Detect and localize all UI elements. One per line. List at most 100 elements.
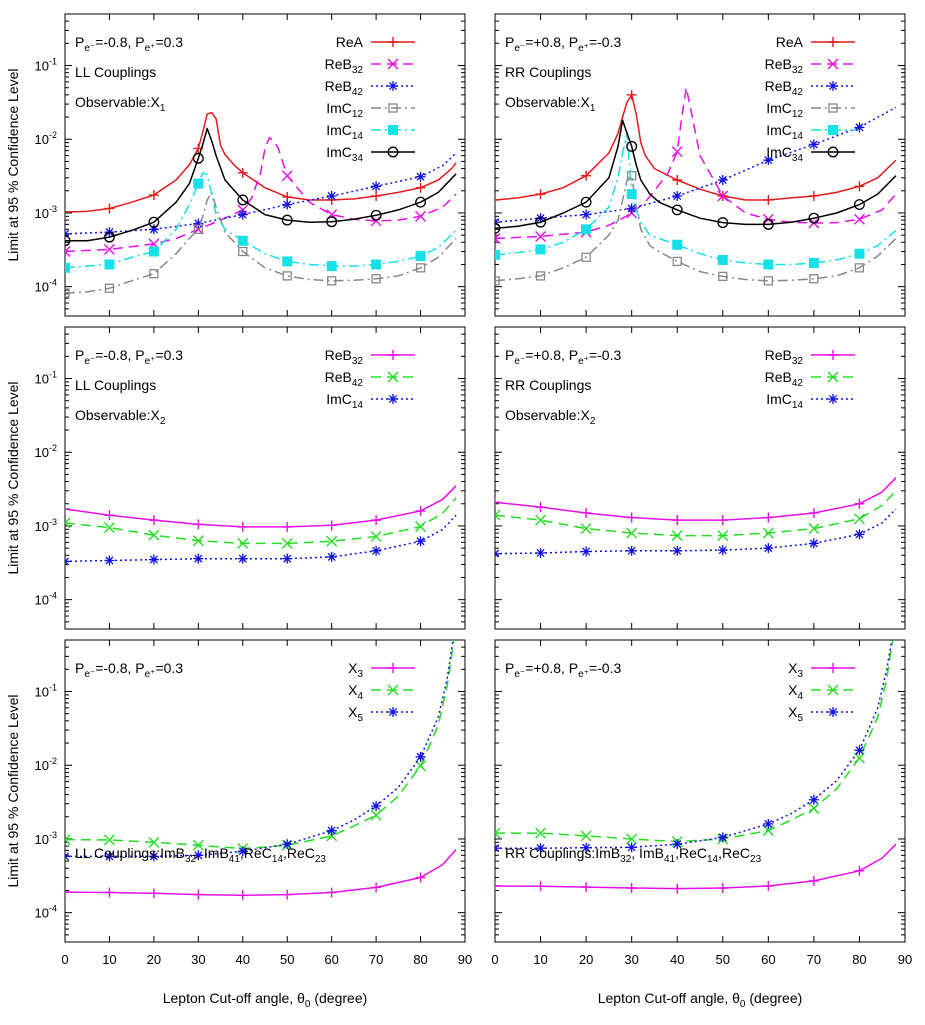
data-point <box>148 888 159 899</box>
annotations-top-right: Pe⁻​=+0.8, Pe⁺​=-0.3 RR Couplings Observab… <box>505 34 621 114</box>
data-point <box>148 224 159 235</box>
data-point <box>237 553 248 564</box>
legend-marker <box>828 37 838 47</box>
legend-label: ReB32​ <box>765 347 804 367</box>
series-line <box>495 490 897 537</box>
data-point <box>535 827 547 839</box>
data-point <box>148 246 159 257</box>
data-point <box>580 830 592 842</box>
x-tick-label: 0 <box>491 952 498 967</box>
data-point <box>326 535 338 547</box>
data-point <box>415 171 426 182</box>
legend-label: ImC12​ <box>766 100 803 120</box>
data-point <box>148 190 159 201</box>
legend-marker <box>827 684 839 696</box>
legend-marker <box>387 371 399 383</box>
data-point <box>626 883 637 894</box>
plot-frame <box>494 639 906 943</box>
data-point <box>281 170 293 182</box>
data-point <box>672 256 682 267</box>
data-point <box>854 529 865 540</box>
series-line <box>495 106 897 223</box>
legend-label: ImC14​ <box>766 391 803 411</box>
y-axis-label: Limit at 95 % Confidence Level <box>5 382 21 575</box>
legend-label: ReB42​ <box>765 369 804 389</box>
data-point <box>535 843 546 854</box>
series-ReB32 <box>65 485 457 532</box>
axes-top-left: 10-4 10-3 10-2 10-1 <box>35 13 466 317</box>
legend-marker <box>388 37 398 47</box>
data-point <box>415 196 427 208</box>
x-tick-label: 20 <box>579 952 593 967</box>
data-point <box>854 865 865 876</box>
data-point <box>281 214 293 226</box>
annotation: LL Couplings <box>75 377 156 393</box>
data-point <box>581 507 592 518</box>
y-tick-label: 10-1 <box>35 683 57 700</box>
x-tick-label: 40 <box>236 952 250 967</box>
annotations-middle-right: Pe⁻​=+0.8, Pe⁺​=-0.3 RR Couplings Observab… <box>505 347 621 427</box>
data-point <box>581 842 592 853</box>
data-point <box>853 199 865 211</box>
axes-bottom-left: 10-4 10-3 10-2 10-1 0 10 20 30 40 50 60 70 80 90 <box>35 639 472 967</box>
data-point <box>104 259 115 270</box>
data-point <box>808 538 819 549</box>
data-point <box>763 818 774 829</box>
x-tick-label: 50 <box>716 952 730 967</box>
data-point <box>371 515 382 526</box>
data-point <box>495 881 500 892</box>
data-point <box>671 146 683 158</box>
annotation: Observable:X1​ <box>505 94 596 114</box>
plot-frame <box>494 326 906 630</box>
data-point <box>237 537 249 549</box>
data-point <box>103 522 115 534</box>
data-point <box>148 836 160 848</box>
data-point <box>495 249 500 260</box>
legend-top-left: ReA ReB32​ReB42​ImC12​ImC14​ImC34​ <box>325 34 415 164</box>
legend-marker <box>388 394 398 404</box>
data-point <box>65 503 70 514</box>
data-point <box>237 521 248 532</box>
panel-bottom-left: 10-4 10-3 10-2 10-1 0 10 20 30 40 50 60 70 80 90 X3​ X4… <box>35 639 472 967</box>
data-point <box>193 850 204 861</box>
data-point <box>853 752 865 764</box>
data-point <box>535 216 547 228</box>
legend-label: X3​ <box>788 660 803 680</box>
data-point <box>581 252 591 262</box>
series-X3 <box>65 849 457 901</box>
data-point <box>371 545 382 556</box>
data-point <box>237 209 248 220</box>
data-point <box>535 881 546 892</box>
panel-bottom-right: 0 10 20 30 40 50 60 70 80 90 X3​ X4​ X5​ Pe⁻​=+0.8, P… <box>491 639 912 967</box>
data-point <box>808 257 819 268</box>
data-point <box>193 519 204 530</box>
data-point <box>104 851 115 862</box>
series-ImC14 <box>65 514 457 567</box>
data-point <box>193 553 204 564</box>
data-point <box>326 551 337 562</box>
legend-marker <box>828 125 838 135</box>
legend-marker <box>388 125 398 135</box>
series-ImC14 <box>495 508 897 559</box>
data-point <box>535 271 546 281</box>
y-axis-label: Limit at 95 % Confidence Level <box>5 69 21 262</box>
data-point <box>495 548 500 559</box>
x-tick-label: 60 <box>761 952 775 967</box>
axes-bottom-right: 0 10 20 30 40 50 60 70 80 90 <box>491 639 912 967</box>
data-point <box>672 174 683 185</box>
legend-marker <box>828 394 838 404</box>
data-point <box>282 521 293 532</box>
x-tick-label: 40 <box>670 952 684 967</box>
series-ReB32 <box>495 86 897 245</box>
data-point <box>763 259 774 270</box>
y-axis-label: Limit at 95 % Confidence Level <box>5 695 21 888</box>
data-point <box>717 255 728 266</box>
x-tick-label: 70 <box>807 952 821 967</box>
x-tick-label: 90 <box>458 952 472 967</box>
series-X4 <box>65 640 455 855</box>
legend-middle-left: ReB32​ReB42​ImC14​ <box>325 347 415 411</box>
legend-marker <box>387 684 399 696</box>
data-point <box>415 536 426 547</box>
axes-middle-right <box>494 326 906 630</box>
